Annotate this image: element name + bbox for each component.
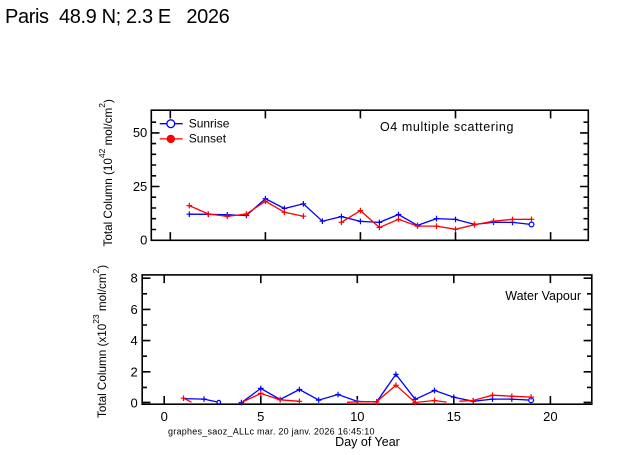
svg-text:2: 2 <box>130 364 137 379</box>
svg-text:O4 multiple scattering: O4 multiple scattering <box>380 120 514 134</box>
svg-text:0: 0 <box>130 396 137 411</box>
svg-text:4: 4 <box>130 333 137 348</box>
svg-text:Total Column (x1023 mol/cm2): Total Column (x1023 mol/cm2) <box>91 265 109 418</box>
svg-text:20: 20 <box>543 409 557 424</box>
svg-text:6: 6 <box>130 302 137 317</box>
svg-text:Sunset: Sunset <box>189 132 227 146</box>
svg-text:8: 8 <box>130 271 137 286</box>
svg-text:50: 50 <box>133 125 147 140</box>
svg-text:0: 0 <box>161 409 168 424</box>
svg-text:graphes_saoz_ALLc mar. 20 janv: graphes_saoz_ALLc mar. 20 janv. 2026 16:… <box>168 427 375 437</box>
svg-text:Paris 48.9 N; 2.3 E 2026: Paris 48.9 N; 2.3 E 2026 <box>5 6 230 28</box>
svg-text:Water Vapour: Water Vapour <box>505 289 581 303</box>
svg-text:Sunrise: Sunrise <box>189 117 230 131</box>
svg-text:Total Column (1042 mol/cm2): Total Column (1042 mol/cm2) <box>97 99 115 246</box>
svg-text:0: 0 <box>140 233 147 248</box>
svg-text:15: 15 <box>447 409 461 424</box>
svg-text:5: 5 <box>257 409 264 424</box>
svg-text:Day of Year: Day of Year <box>335 435 400 449</box>
svg-text:25: 25 <box>133 179 147 194</box>
svg-text:10: 10 <box>350 409 364 424</box>
